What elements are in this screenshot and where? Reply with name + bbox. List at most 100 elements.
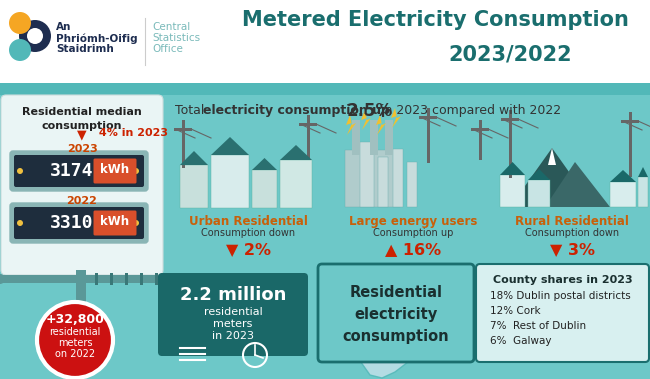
FancyBboxPatch shape [0, 93, 650, 379]
Text: Consumption down: Consumption down [201, 228, 295, 238]
FancyBboxPatch shape [352, 120, 360, 155]
Text: 2.5%: 2.5% [347, 102, 393, 120]
Text: Office: Office [152, 44, 183, 54]
FancyBboxPatch shape [140, 273, 143, 285]
Text: in 2023 compared with 2022: in 2023 compared with 2022 [377, 104, 561, 117]
FancyBboxPatch shape [360, 142, 374, 207]
Text: 2022: 2022 [66, 196, 98, 206]
Circle shape [17, 168, 23, 174]
Polygon shape [346, 115, 356, 135]
FancyBboxPatch shape [182, 120, 185, 168]
Polygon shape [528, 169, 550, 180]
FancyBboxPatch shape [94, 158, 136, 183]
Circle shape [27, 28, 43, 44]
Text: 2.2 million: 2.2 million [180, 286, 286, 304]
Polygon shape [500, 162, 525, 175]
FancyBboxPatch shape [407, 162, 417, 207]
FancyBboxPatch shape [84, 275, 169, 283]
Circle shape [37, 302, 113, 378]
Text: 3310: 3310 [50, 214, 94, 232]
FancyBboxPatch shape [94, 210, 136, 235]
Text: residential: residential [49, 327, 101, 337]
Text: ▲ 16%: ▲ 16% [385, 242, 441, 257]
FancyBboxPatch shape [14, 155, 144, 187]
FancyBboxPatch shape [500, 175, 525, 207]
Text: Residential median
consumption: Residential median consumption [22, 107, 142, 131]
FancyBboxPatch shape [14, 207, 144, 239]
FancyBboxPatch shape [10, 151, 148, 191]
FancyBboxPatch shape [180, 165, 208, 208]
FancyBboxPatch shape [385, 120, 393, 155]
FancyBboxPatch shape [509, 110, 512, 178]
Polygon shape [180, 151, 208, 165]
Text: Urban Residential: Urban Residential [188, 215, 307, 228]
Text: Central: Central [152, 22, 190, 32]
Text: ▼ 3%: ▼ 3% [549, 242, 595, 257]
Text: Staidrimh: Staidrimh [56, 44, 114, 54]
Circle shape [9, 39, 31, 61]
Polygon shape [610, 170, 636, 182]
Circle shape [17, 220, 23, 226]
FancyBboxPatch shape [427, 108, 430, 163]
Circle shape [9, 12, 31, 34]
FancyBboxPatch shape [211, 155, 249, 208]
FancyBboxPatch shape [638, 177, 648, 207]
FancyBboxPatch shape [280, 160, 312, 208]
FancyBboxPatch shape [528, 180, 550, 207]
Polygon shape [361, 110, 371, 130]
Polygon shape [280, 145, 312, 160]
FancyBboxPatch shape [307, 115, 310, 160]
Circle shape [19, 20, 51, 52]
Text: kWh: kWh [101, 215, 129, 228]
Polygon shape [510, 148, 594, 207]
Text: ▼: ▼ [77, 128, 87, 141]
FancyBboxPatch shape [158, 273, 308, 356]
FancyBboxPatch shape [95, 273, 98, 285]
Text: on 2022: on 2022 [55, 349, 95, 359]
Text: electricity consumption up: electricity consumption up [203, 104, 395, 117]
Polygon shape [252, 158, 277, 170]
FancyBboxPatch shape [378, 157, 388, 207]
FancyBboxPatch shape [393, 149, 403, 207]
Text: residential: residential [203, 307, 263, 317]
Polygon shape [545, 162, 610, 207]
FancyBboxPatch shape [0, 275, 78, 283]
Text: 2023: 2023 [66, 144, 98, 154]
Polygon shape [638, 167, 648, 177]
Text: meters: meters [58, 338, 92, 348]
Text: 6%  Galway: 6% Galway [490, 336, 551, 346]
Circle shape [133, 168, 139, 174]
Text: 4% in 2023: 4% in 2023 [95, 128, 168, 138]
FancyBboxPatch shape [155, 273, 158, 285]
Polygon shape [391, 108, 401, 128]
FancyBboxPatch shape [125, 273, 128, 285]
FancyBboxPatch shape [610, 182, 636, 207]
Text: Statistics: Statistics [152, 33, 200, 43]
Text: An: An [56, 22, 72, 32]
Text: kWh: kWh [101, 163, 129, 176]
FancyBboxPatch shape [172, 97, 320, 207]
FancyBboxPatch shape [252, 170, 277, 208]
Text: Consumption down: Consumption down [525, 228, 619, 238]
FancyBboxPatch shape [1, 95, 163, 275]
FancyBboxPatch shape [495, 97, 650, 207]
Text: Rural Residential: Rural Residential [515, 215, 629, 228]
FancyBboxPatch shape [335, 97, 490, 207]
FancyBboxPatch shape [299, 123, 317, 125]
Text: 3174: 3174 [50, 162, 94, 180]
FancyBboxPatch shape [345, 150, 400, 207]
FancyBboxPatch shape [318, 264, 474, 362]
FancyBboxPatch shape [76, 270, 86, 320]
FancyBboxPatch shape [471, 128, 489, 130]
FancyBboxPatch shape [476, 264, 649, 362]
Text: Large energy users: Large energy users [349, 215, 477, 228]
Text: Residential
electricity
consumption: Residential electricity consumption [343, 285, 449, 345]
FancyBboxPatch shape [629, 112, 632, 177]
FancyBboxPatch shape [501, 118, 519, 121]
Text: Phriómh-Oifig: Phriómh-Oifig [56, 33, 138, 44]
Text: +32,800: +32,800 [46, 313, 105, 326]
Polygon shape [376, 115, 386, 135]
Text: 18% Dublin postal districts: 18% Dublin postal districts [490, 291, 630, 301]
Polygon shape [211, 137, 249, 155]
FancyBboxPatch shape [370, 120, 378, 155]
